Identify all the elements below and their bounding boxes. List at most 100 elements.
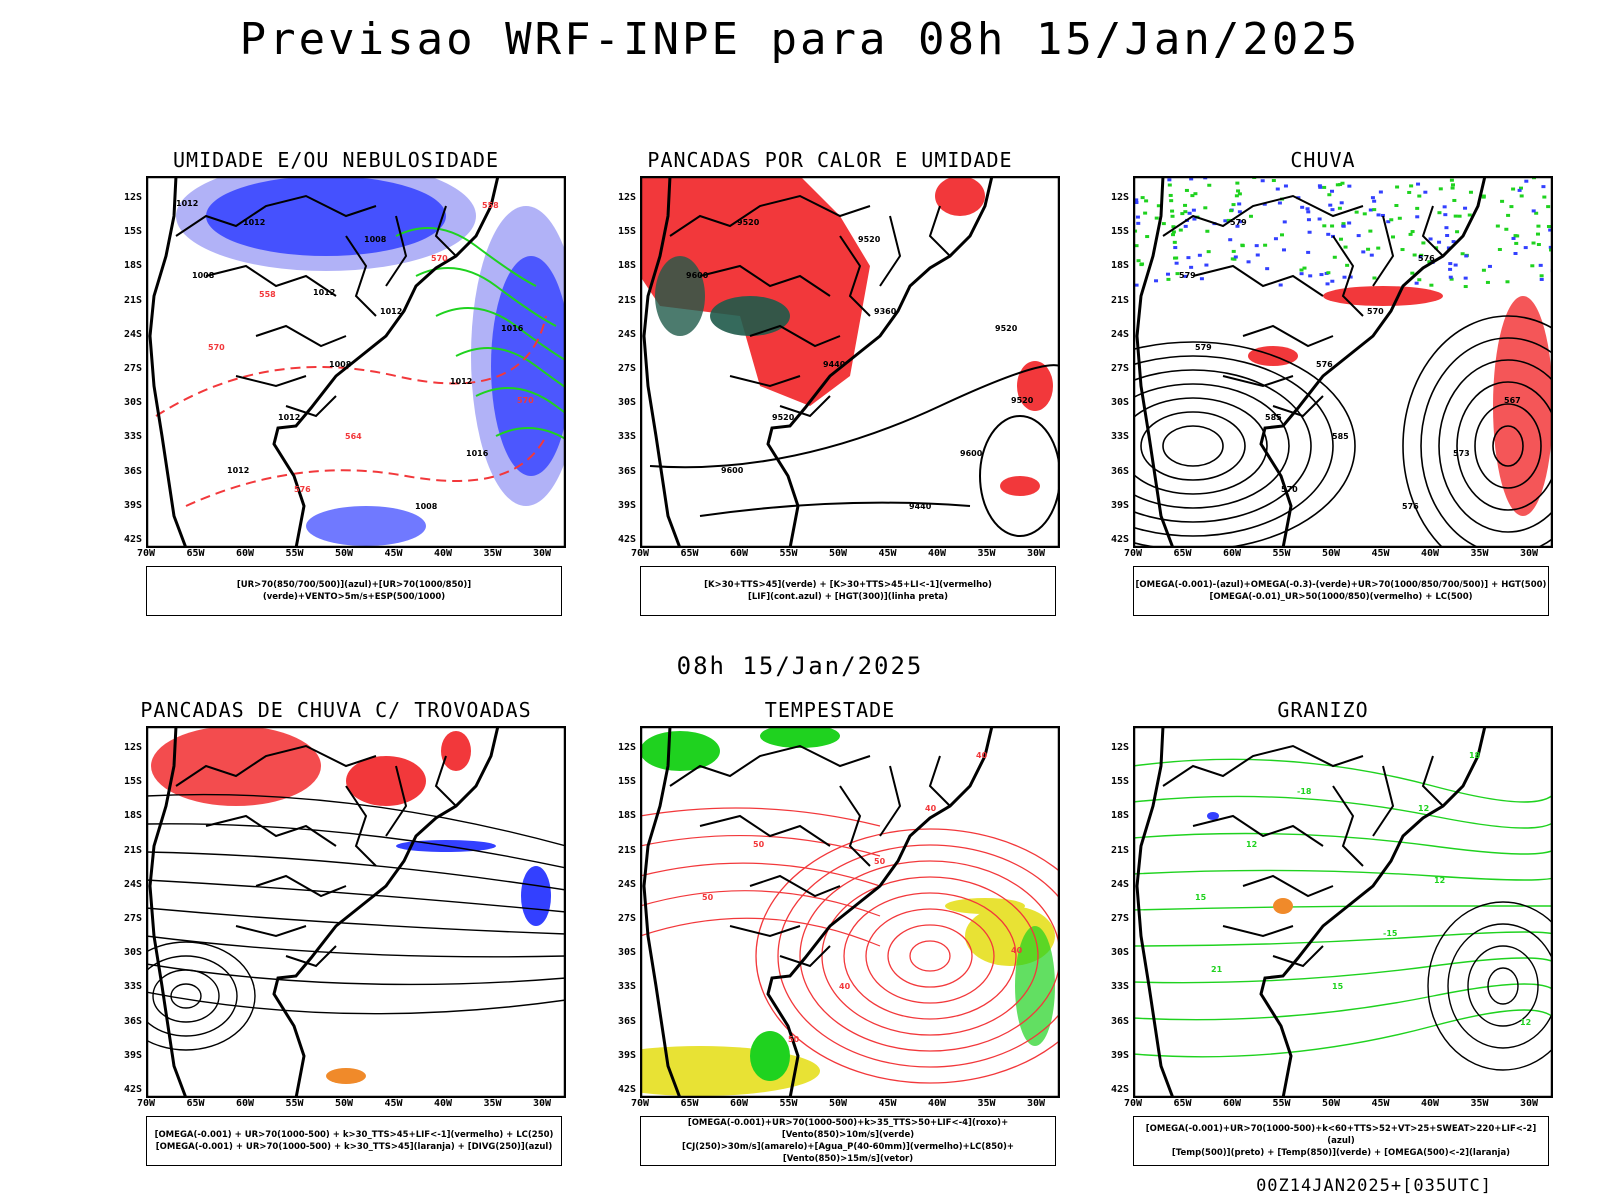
contour-label: 50 <box>788 1035 800 1044</box>
contour-label: 12 <box>1520 1018 1531 1027</box>
lon-tick-label: 35W <box>1470 1098 1489 1109</box>
lon-tick-label: 30W <box>1519 548 1539 559</box>
lat-tick-label: 18S <box>617 260 636 272</box>
lat-tick-label: 39S <box>123 1049 142 1061</box>
lon-tick-label: 40W <box>433 548 453 559</box>
lat-tick-label: 21S <box>123 844 142 856</box>
lon-tick-label: 35W <box>977 548 996 559</box>
lat-tick-label: 21S <box>617 844 636 856</box>
lon-tick-label: 55W <box>1272 1098 1291 1109</box>
lat-tick-label: 39S <box>1110 499 1129 511</box>
forecast-map: 9600 9520 9520 9520 9440 9600 9440 9600 9520 9360… <box>640 176 1060 548</box>
legend-line: [OMEGA(-0.001)+UR>70(1000-500)+k>35_TTS>… <box>687 1118 1009 1140</box>
lat-tick-label: 33S <box>1110 981 1129 993</box>
lon-tick-label: 70W <box>630 548 650 559</box>
lon-tick-label: 55W <box>285 1098 304 1109</box>
lat-tick-label: 15S <box>1110 226 1129 238</box>
lat-tick-label: 42S <box>1110 1084 1129 1095</box>
lon-tick-label: 35W <box>977 1098 996 1109</box>
panel-legend: [OMEGA(-0.001) + UR>70(1000-500) + k>30_… <box>146 1116 562 1166</box>
lon-tick-label: 40W <box>1420 548 1440 559</box>
lat-tick-label: 24S <box>617 328 636 340</box>
map-svg: 1012 1012 1012 1012 1008 1016 1012 1008 1008 1008… <box>146 176 566 548</box>
contour-label: 1012 <box>176 199 198 208</box>
field-layer <box>146 726 566 1084</box>
lat-tick-label: 36S <box>617 465 636 477</box>
contour-label: 576 <box>1402 502 1419 511</box>
contour-label: 15 <box>1332 982 1344 991</box>
lon-tick-label: 60W <box>729 1098 749 1109</box>
lon-tick-label: 65W <box>1173 1098 1192 1109</box>
country-borders <box>669 194 951 418</box>
lat-tick-label: 42S <box>617 1084 636 1095</box>
lat-tick-label: 21S <box>1110 844 1129 856</box>
lat-tick-label: 27S <box>1110 363 1129 374</box>
lat-tick-label: 42S <box>1110 534 1129 545</box>
lon-tick-label: 55W <box>1272 548 1291 559</box>
contour-label: 585 <box>1265 413 1282 422</box>
contour-label: 570 <box>1367 307 1384 316</box>
coastline <box>148 176 500 548</box>
lon-tick-label: 70W <box>136 1098 156 1109</box>
panel-legend: [UR>70(850/700/500)](azul)+[UR>70(1000/8… <box>146 566 562 616</box>
lat-tick-label: 12S <box>123 192 142 203</box>
panel-title: PANCADAS POR CALOR E UMIDADE <box>647 148 1013 172</box>
contour-label: 40 <box>925 804 937 813</box>
field-layer <box>155 176 566 546</box>
lat-tick-label: 36S <box>123 465 142 477</box>
lat-tick-label: 33S <box>617 981 636 993</box>
coastline <box>642 176 994 548</box>
lat-tick-label: 24S <box>1110 328 1129 340</box>
legend-line: [UR>70(850/700/500)](azul)+[UR>70(1000/8… <box>236 580 472 602</box>
lat-tick-label: 36S <box>123 1015 142 1027</box>
coastline <box>1135 726 1487 1098</box>
panel-legend: [K>30+TTS>45](verde) + [K>30+TTS>45+LI<-… <box>640 566 1056 616</box>
contour-label: 9520 <box>772 413 795 422</box>
panel-trovoadas: PANCADAS DE CHUVA C/ TROVOADAS 12S 15S 18S 2… <box>96 698 576 1190</box>
legend-line: [K>30+TTS>45](verde) + [K>30+TTS>45+LI<-… <box>704 580 992 590</box>
legend-line: [CJ(250)>30m/s](amarelo)+[Agua_P(40-60mm… <box>681 1142 1015 1164</box>
main-title: Previsao WRF-INPE para 08h 15/Jan/2025 <box>239 14 1361 65</box>
lon-tick-label: 70W <box>1123 1098 1143 1109</box>
contour-label: 576 <box>294 485 311 494</box>
contour-label: 9360 <box>874 307 897 316</box>
map-svg: 50 40 50 40 50 40 40 50 <box>640 726 1060 1098</box>
lon-tick-label: 35W <box>1470 548 1489 559</box>
contour-label: 9520 <box>995 324 1018 333</box>
lon-tick-label: 40W <box>1420 1098 1440 1109</box>
contour-label: 1016 <box>501 324 524 333</box>
lat-tick-label: 30S <box>617 947 636 959</box>
lat-tick-label: 24S <box>617 878 636 890</box>
map-svg: 9600 9520 9520 9520 9440 9600 9440 9600 9520 9360… <box>640 176 1060 548</box>
panel-granizo: GRANIZO 12 15 15 18 12 -15 12 -18 12 21 12S 15S 18S 21… <box>1083 698 1563 1190</box>
panel-legend: [OMEGA(-0.001)-(azul)+OMEGA(-0.3)-(verde… <box>1133 566 1549 616</box>
lon-tick-label: 45W <box>878 1098 897 1109</box>
contour-label: 1008 <box>415 502 438 511</box>
lat-tick-label: 18S <box>617 810 636 822</box>
contour-label: 1012 <box>380 307 402 316</box>
contour-label: 50 <box>702 893 714 902</box>
coastline <box>642 726 994 1098</box>
country-borders <box>1162 744 1444 968</box>
lon-tick-label: 30W <box>532 548 552 559</box>
contour-label: 9600 <box>686 271 709 280</box>
lat-tick-label: 30S <box>123 947 142 959</box>
lat-tick-label: 18S <box>123 260 142 272</box>
panel-chuva: CHUVA 585 576 579 576 573 579 570 567 570 576 579 58… <box>1083 148 1563 640</box>
legend-line: [OMEGA(-0.001)-(azul)+OMEGA(-0.3)-(verde… <box>1135 580 1547 590</box>
lon-tick-label: 55W <box>779 1098 798 1109</box>
forecast-map: 12 15 15 18 12 -15 12 -18 12 21 <box>1133 726 1553 1098</box>
lon-tick-label: 30W <box>1026 1098 1046 1109</box>
forecast-map: 585 576 579 576 573 579 570 567 570 576 579 585 <box>1133 176 1553 548</box>
lat-tick-label: 42S <box>617 534 636 545</box>
lon-tick-label: 50W <box>828 548 848 559</box>
contour-label: 576 <box>1418 254 1435 263</box>
forecast-map: 50 40 50 40 50 40 40 50 <box>640 726 1060 1098</box>
lat-tick-label: 39S <box>617 499 636 511</box>
lat-tick-label: 24S <box>123 878 142 890</box>
map-svg: 12 15 15 18 12 -15 12 -18 12 21 <box>1133 726 1553 1098</box>
map-svg: 585 576 579 576 573 579 570 567 570 576 579 585 <box>1133 176 1553 548</box>
lon-tick-label: 30W <box>532 1098 552 1109</box>
contour-label: 40 <box>976 751 988 760</box>
contour-label: 570 <box>1281 485 1298 494</box>
